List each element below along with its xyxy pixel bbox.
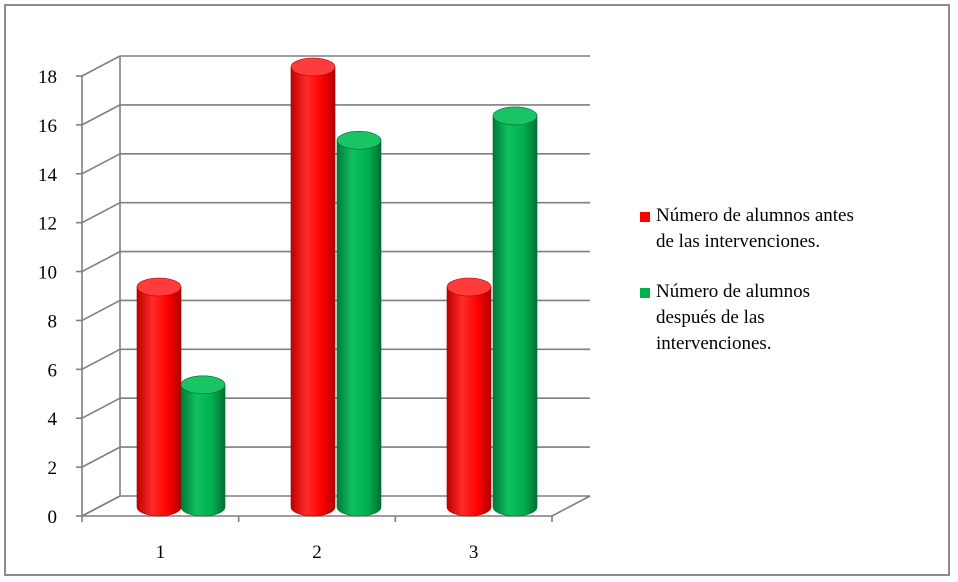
y-tick-label: 14 xyxy=(38,165,58,186)
legend: Número de alumnos antes de las intervenci… xyxy=(640,203,940,381)
y-tick-label: 12 xyxy=(38,214,57,235)
y-tick-label: 10 xyxy=(38,263,57,284)
y-tick-label: 4 xyxy=(48,409,58,430)
gridline xyxy=(81,104,590,126)
x-tick-label: 3 xyxy=(469,542,479,563)
bar xyxy=(290,57,336,517)
x-tick-label: 2 xyxy=(312,542,322,563)
y-tick-label: 0 xyxy=(48,507,58,528)
y-tick-label: 18 xyxy=(38,67,57,88)
axes xyxy=(76,75,591,522)
bar xyxy=(336,131,382,517)
x-tick-label: 1 xyxy=(156,542,166,563)
legend-item: Número de alumnos antes de las intervenci… xyxy=(640,203,940,255)
y-tick-label: 2 xyxy=(48,458,58,479)
legend-swatch xyxy=(640,288,650,298)
bar xyxy=(492,106,538,517)
bar xyxy=(180,375,226,517)
gridline xyxy=(81,55,590,77)
legend-label: Número de alumnos antes de las intervenci… xyxy=(656,205,854,252)
bars xyxy=(136,57,538,517)
legend-swatch xyxy=(640,212,650,222)
bar xyxy=(136,277,182,517)
legend-label: Número de alumnos después de las intervenc… xyxy=(656,281,811,354)
legend-item: Número de alumnos después de las intervenc… xyxy=(640,279,940,357)
bar xyxy=(446,277,492,517)
y-tick-label: 16 xyxy=(38,116,57,137)
y-tick-label: 8 xyxy=(48,311,58,332)
y-tick-label: 6 xyxy=(48,360,58,381)
